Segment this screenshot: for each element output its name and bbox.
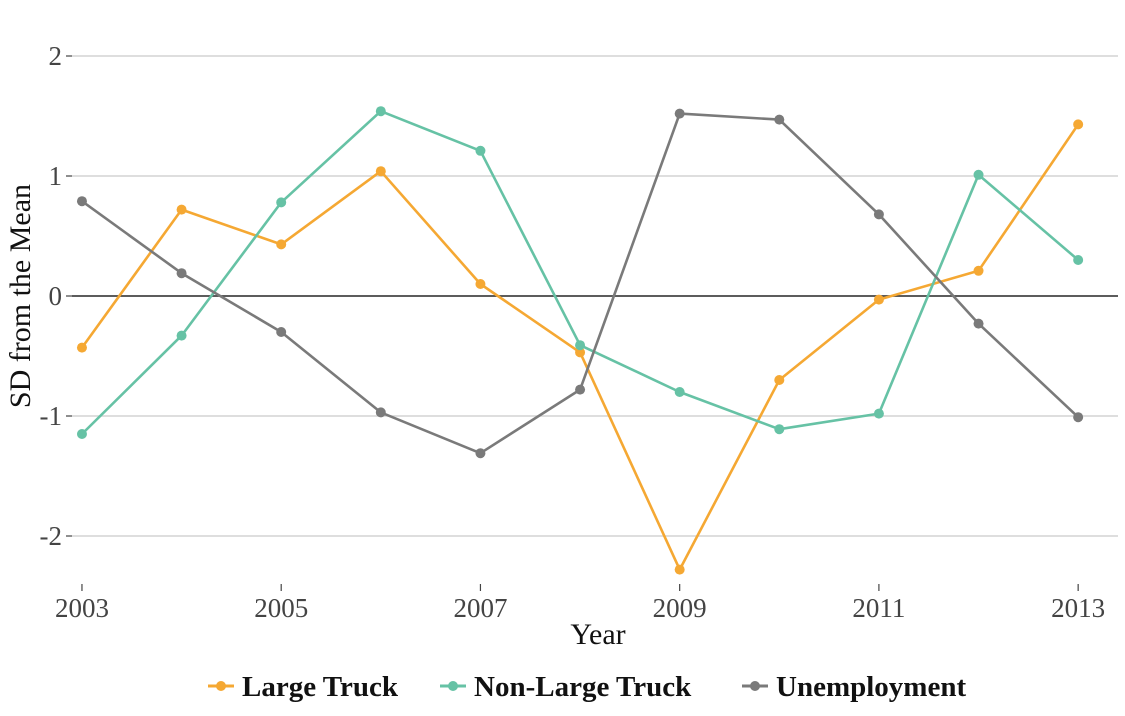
series-lines bbox=[76, 106, 1084, 575]
data-point-unemployment bbox=[475, 448, 486, 459]
data-point-non-large-truck bbox=[76, 429, 87, 439]
data-point-large-truck bbox=[176, 204, 187, 215]
legend-key-dot bbox=[448, 681, 458, 691]
series-non-large-truck bbox=[76, 106, 1084, 439]
series-large-truck bbox=[76, 119, 1084, 575]
data-point-unemployment bbox=[375, 407, 386, 418]
x-tick-label: 2011 bbox=[852, 593, 905, 623]
data-point-non-large-truck bbox=[475, 145, 486, 156]
legend-label: Large Truck bbox=[242, 671, 399, 703]
legend-label: Non-Large Truck bbox=[474, 671, 692, 703]
data-point-large-truck bbox=[276, 239, 287, 250]
data-point-large-truck bbox=[674, 564, 685, 575]
data-point-non-large-truck bbox=[774, 424, 785, 435]
data-point-large-truck bbox=[1073, 119, 1084, 130]
data-point-unemployment bbox=[276, 327, 287, 337]
data-point-unemployment bbox=[1073, 412, 1084, 423]
legend-key-dot bbox=[750, 681, 760, 691]
x-tick-label: 2005 bbox=[254, 593, 308, 623]
data-point-large-truck bbox=[76, 342, 87, 353]
gridlines bbox=[72, 55, 1118, 537]
legend: Large Truck Non-Large Truck Unemployment bbox=[208, 671, 966, 703]
data-point-non-large-truck bbox=[276, 197, 287, 208]
data-point-unemployment bbox=[176, 268, 187, 279]
x-tick-label: 2003 bbox=[55, 593, 109, 623]
data-point-unemployment bbox=[774, 114, 785, 125]
y-tick-label: 0 bbox=[49, 281, 63, 311]
data-point-large-truck bbox=[774, 375, 785, 385]
y-tick-label: -2 bbox=[40, 521, 63, 551]
x-tick-label: 2013 bbox=[1051, 593, 1105, 623]
x-tick-label: 2009 bbox=[653, 593, 707, 623]
y-tick-label: 1 bbox=[49, 161, 63, 191]
series-unemployment bbox=[76, 108, 1084, 459]
data-point-large-truck bbox=[973, 265, 984, 276]
x-axis-title: Year bbox=[570, 618, 625, 651]
legend-key-dot bbox=[216, 681, 226, 691]
data-point-unemployment bbox=[575, 384, 586, 395]
data-point-non-large-truck bbox=[674, 387, 685, 397]
y-axis-title: SD from the Mean bbox=[4, 184, 37, 408]
data-point-non-large-truck bbox=[375, 106, 386, 117]
data-point-non-large-truck bbox=[575, 340, 586, 351]
legend-item-non-large-truck: Non-Large Truck bbox=[440, 671, 692, 703]
x-tick-label: 2007 bbox=[453, 593, 507, 623]
y-tick-label: -1 bbox=[40, 401, 63, 431]
series-line-unemployment bbox=[81, 112, 1080, 455]
legend-item-large-truck: Large Truck bbox=[208, 671, 399, 703]
legend-label: Unemployment bbox=[776, 671, 966, 703]
data-point-unemployment bbox=[873, 209, 884, 220]
data-point-unemployment bbox=[76, 196, 87, 207]
axis-ticks: 2 1 0 -1 -2 2003 2005 2007 2009 2011 2013 bbox=[40, 41, 1106, 623]
data-point-unemployment bbox=[973, 318, 984, 329]
data-point-large-truck bbox=[575, 347, 586, 358]
data-point-unemployment bbox=[674, 108, 685, 119]
y-tick-label: 2 bbox=[49, 41, 63, 71]
data-point-non-large-truck bbox=[973, 169, 984, 180]
data-point-large-truck bbox=[375, 166, 386, 177]
data-point-non-large-truck bbox=[873, 408, 884, 419]
data-point-non-large-truck bbox=[176, 330, 187, 341]
data-point-non-large-truck bbox=[1073, 255, 1084, 265]
legend-item-unemployment: Unemployment bbox=[742, 671, 966, 703]
data-point-large-truck bbox=[475, 279, 486, 289]
data-point-large-truck bbox=[873, 294, 884, 305]
